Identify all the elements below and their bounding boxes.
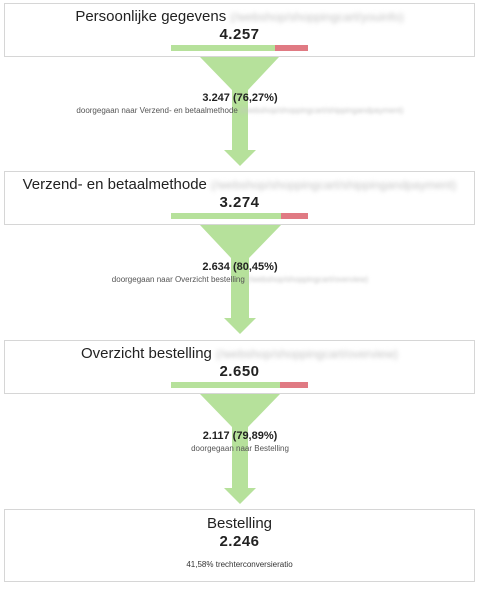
step-url: (/webshop/shoppingcart/shippingandpaymen… — [210, 178, 457, 192]
flow-count: 3.247 (76,27%) — [202, 92, 278, 104]
continuation-bar-2 — [171, 213, 308, 219]
flow-count: 2.634 (80,45%) — [202, 261, 278, 273]
bar-exited — [275, 45, 308, 51]
flow-desc: doorgegaan naar Verzend- en betaalmethod… — [76, 106, 238, 115]
step-count: 4.257 — [219, 26, 260, 43]
funnel-conversion-rate: 41,58% trechterconversieratio — [186, 560, 293, 569]
flow-label-1: 3.247 (76,27%) doorgegaan naar Verzend- … — [0, 91, 480, 116]
flow-desc: doorgegaan naar Overzicht bestelling — [111, 275, 245, 284]
step-url: (/webshop/shoppingcart/youinfo) — [230, 10, 404, 24]
step-title: Persoonlijke gegevens — [75, 8, 227, 25]
flow-count: 2.117 (79,89%) — [202, 430, 278, 442]
bar-continued — [171, 45, 276, 51]
step-title: Bestelling — [206, 515, 273, 532]
funnel-arrow-3 — [200, 394, 280, 504]
funnel-arrow-1 — [200, 57, 279, 166]
continuation-bar-3 — [171, 382, 308, 388]
flow-label-2: 2.634 (80,45%) doorgegaan naar Overzicht… — [0, 260, 480, 285]
step-count: 2.650 — [219, 363, 260, 380]
bar-continued — [171, 213, 282, 219]
bar-continued — [171, 382, 281, 388]
funnel-arrow-2 — [200, 225, 281, 334]
bar-exited — [280, 382, 308, 388]
flow-label-3: 2.117 (79,89%) doorgegaan naar Bestellin… — [0, 429, 480, 454]
step-title: Overzicht bestelling — [81, 345, 212, 362]
step-url: (/webshop/shoppingcart/overview) — [215, 347, 398, 361]
continuation-bar-1 — [171, 45, 308, 51]
funnel-step-4[interactable]: Bestelling 2.246 41,58% trechterconversi… — [4, 509, 475, 582]
flow-url: (/webshop/shoppingcart/overview) — [246, 275, 369, 284]
step-count: 2.246 — [219, 533, 260, 550]
step-title: Verzend- en betaalmethode — [22, 176, 207, 193]
flow-desc: doorgegaan naar Bestelling — [191, 444, 289, 453]
step-count: 3.274 — [219, 194, 260, 211]
flow-url: (/webshop/shoppingcart/shippingandpaymen… — [239, 106, 404, 115]
funnel-step-1[interactable]: Persoonlijke gegevens (/webshop/shoppingc… — [4, 3, 475, 57]
bar-exited — [281, 213, 308, 219]
